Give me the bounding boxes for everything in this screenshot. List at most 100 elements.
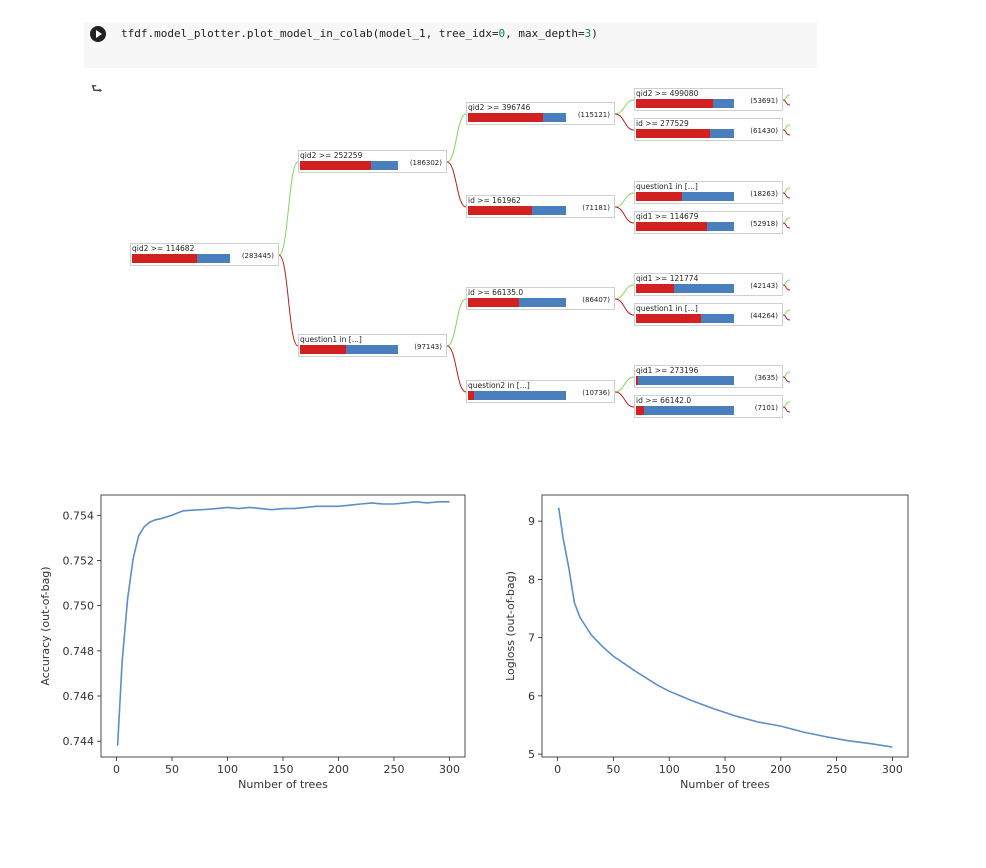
tree-edges [278, 94, 791, 413]
node-label: qid1 >= 121774 [636, 274, 699, 283]
code-tree-idx: 0 [498, 27, 506, 40]
series-line [116, 500, 450, 746]
no-edge [446, 161, 467, 208]
no-edge-stub [782, 99, 791, 106]
no-edge [614, 113, 635, 131]
code-suffix: ) [591, 27, 598, 40]
positive-fraction [636, 222, 707, 231]
class-distribution-bar [636, 192, 734, 201]
x-tick-label: 150 [715, 763, 736, 776]
yes-edge [446, 113, 467, 163]
node-count: (44264) [750, 312, 778, 320]
node-count: (71181) [582, 204, 610, 212]
node-count: (7101) [754, 404, 778, 412]
tree-node: qid1 >= 121774 (42143) [634, 273, 783, 296]
y-tick-label: 7 [528, 632, 535, 645]
node-count: (42143) [750, 282, 778, 290]
tree-node: qid2 >= 396746 (115121) [466, 102, 615, 125]
class-distribution-bar [300, 345, 398, 354]
x-tick-label: 0 [554, 763, 561, 776]
node-label: qid1 >= 273196 [636, 366, 699, 375]
x-tick-label: 200 [770, 763, 791, 776]
class-distribution-bar [636, 222, 734, 231]
class-distribution-bar [636, 376, 734, 385]
node-count: (283445) [241, 252, 274, 260]
positive-fraction [636, 192, 683, 201]
node-label: qid2 >= 499080 [636, 89, 699, 98]
tree-node: id >= 66135.0 (86407) [466, 287, 615, 310]
class-distribution-bar [636, 314, 734, 323]
tree-node: id >= 66142.0 (7101) [634, 395, 783, 418]
class-distribution-bar [468, 206, 566, 215]
node-label: qid2 >= 396746 [468, 103, 531, 112]
y-tick-label: 0.748 [63, 645, 95, 658]
node-count: (3635) [754, 374, 778, 382]
positive-fraction [468, 391, 474, 400]
class-distribution-bar [300, 161, 398, 170]
node-count: (18263) [750, 190, 778, 198]
tree-node: qid1 >= 273196 (3635) [634, 365, 783, 388]
y-axis-label: Logloss (out-of-bag) [504, 571, 517, 681]
tree-node: id >= 277529 (61430) [634, 118, 783, 141]
y-tick-label: 0.746 [63, 690, 95, 703]
positive-fraction [300, 345, 347, 354]
tree-node: id >= 161962 (71181) [466, 195, 615, 218]
node-label: question2 in [...] [468, 381, 530, 390]
x-tick-label: 50 [606, 763, 620, 776]
node-label: qid2 >= 114682 [132, 244, 195, 253]
node-count: (52918) [750, 220, 778, 228]
no-edge-stub [782, 222, 791, 229]
y-tick-label: 9 [528, 515, 535, 528]
tree-node: qid1 >= 114679 (52918) [634, 211, 783, 234]
yes-edge [614, 99, 635, 115]
positive-fraction [636, 376, 638, 385]
x-tick-label: 100 [659, 763, 680, 776]
y-tick-label: 5 [528, 748, 535, 761]
x-tick-label: 250 [826, 763, 847, 776]
y-tick-label: 8 [528, 573, 535, 586]
yes-edge [614, 376, 635, 393]
no-edge [278, 254, 299, 347]
no-edge-stub [782, 376, 791, 383]
no-edge [614, 298, 635, 316]
class-distribution-bar [132, 254, 230, 263]
code-line[interactable]: tfdf.model_plotter.plot_model_in_colab(m… [121, 27, 598, 40]
no-edge-stub [782, 192, 791, 199]
output-icon[interactable]: ⮑ [91, 82, 103, 97]
code-mid: , max_depth= [505, 27, 585, 40]
no-edge-stub [782, 314, 791, 321]
node-count: (86407) [582, 296, 610, 304]
x-tick-label: 200 [328, 763, 349, 776]
tree-node: question2 in [...] (10736) [466, 380, 615, 403]
node-count: (97143) [414, 343, 442, 351]
no-edge [446, 345, 467, 393]
positive-fraction [132, 254, 197, 263]
node-label: question1 in [...] [636, 182, 698, 191]
node-label: id >= 277529 [636, 119, 689, 128]
plot-frame [541, 494, 909, 758]
positive-fraction [636, 314, 701, 323]
code-max-depth: 3 [584, 27, 592, 40]
node-count: (53691) [750, 97, 778, 105]
positive-fraction [468, 206, 532, 215]
x-axis-label: Number of trees [238, 778, 328, 791]
x-tick-label: 250 [383, 763, 404, 776]
x-tick-label: 0 [113, 763, 120, 776]
code-cell[interactable] [84, 22, 817, 68]
class-distribution-bar [636, 406, 734, 415]
run-cell-button[interactable] [90, 26, 106, 42]
positive-fraction [636, 99, 714, 108]
positive-fraction [468, 113, 544, 122]
positive-fraction [468, 298, 519, 307]
positive-fraction [636, 284, 675, 293]
y-tick-label: 0.754 [63, 509, 95, 522]
x-tick-label: 300 [439, 763, 460, 776]
node-label: question1 in [...] [300, 335, 362, 344]
tree-node: question1 in [...] (97143) [298, 334, 447, 357]
positive-fraction [636, 129, 710, 138]
node-count: (115121) [577, 111, 610, 119]
no-edge-stub [782, 284, 791, 291]
positive-fraction [300, 161, 371, 170]
node-label: qid2 >= 252259 [300, 151, 363, 160]
